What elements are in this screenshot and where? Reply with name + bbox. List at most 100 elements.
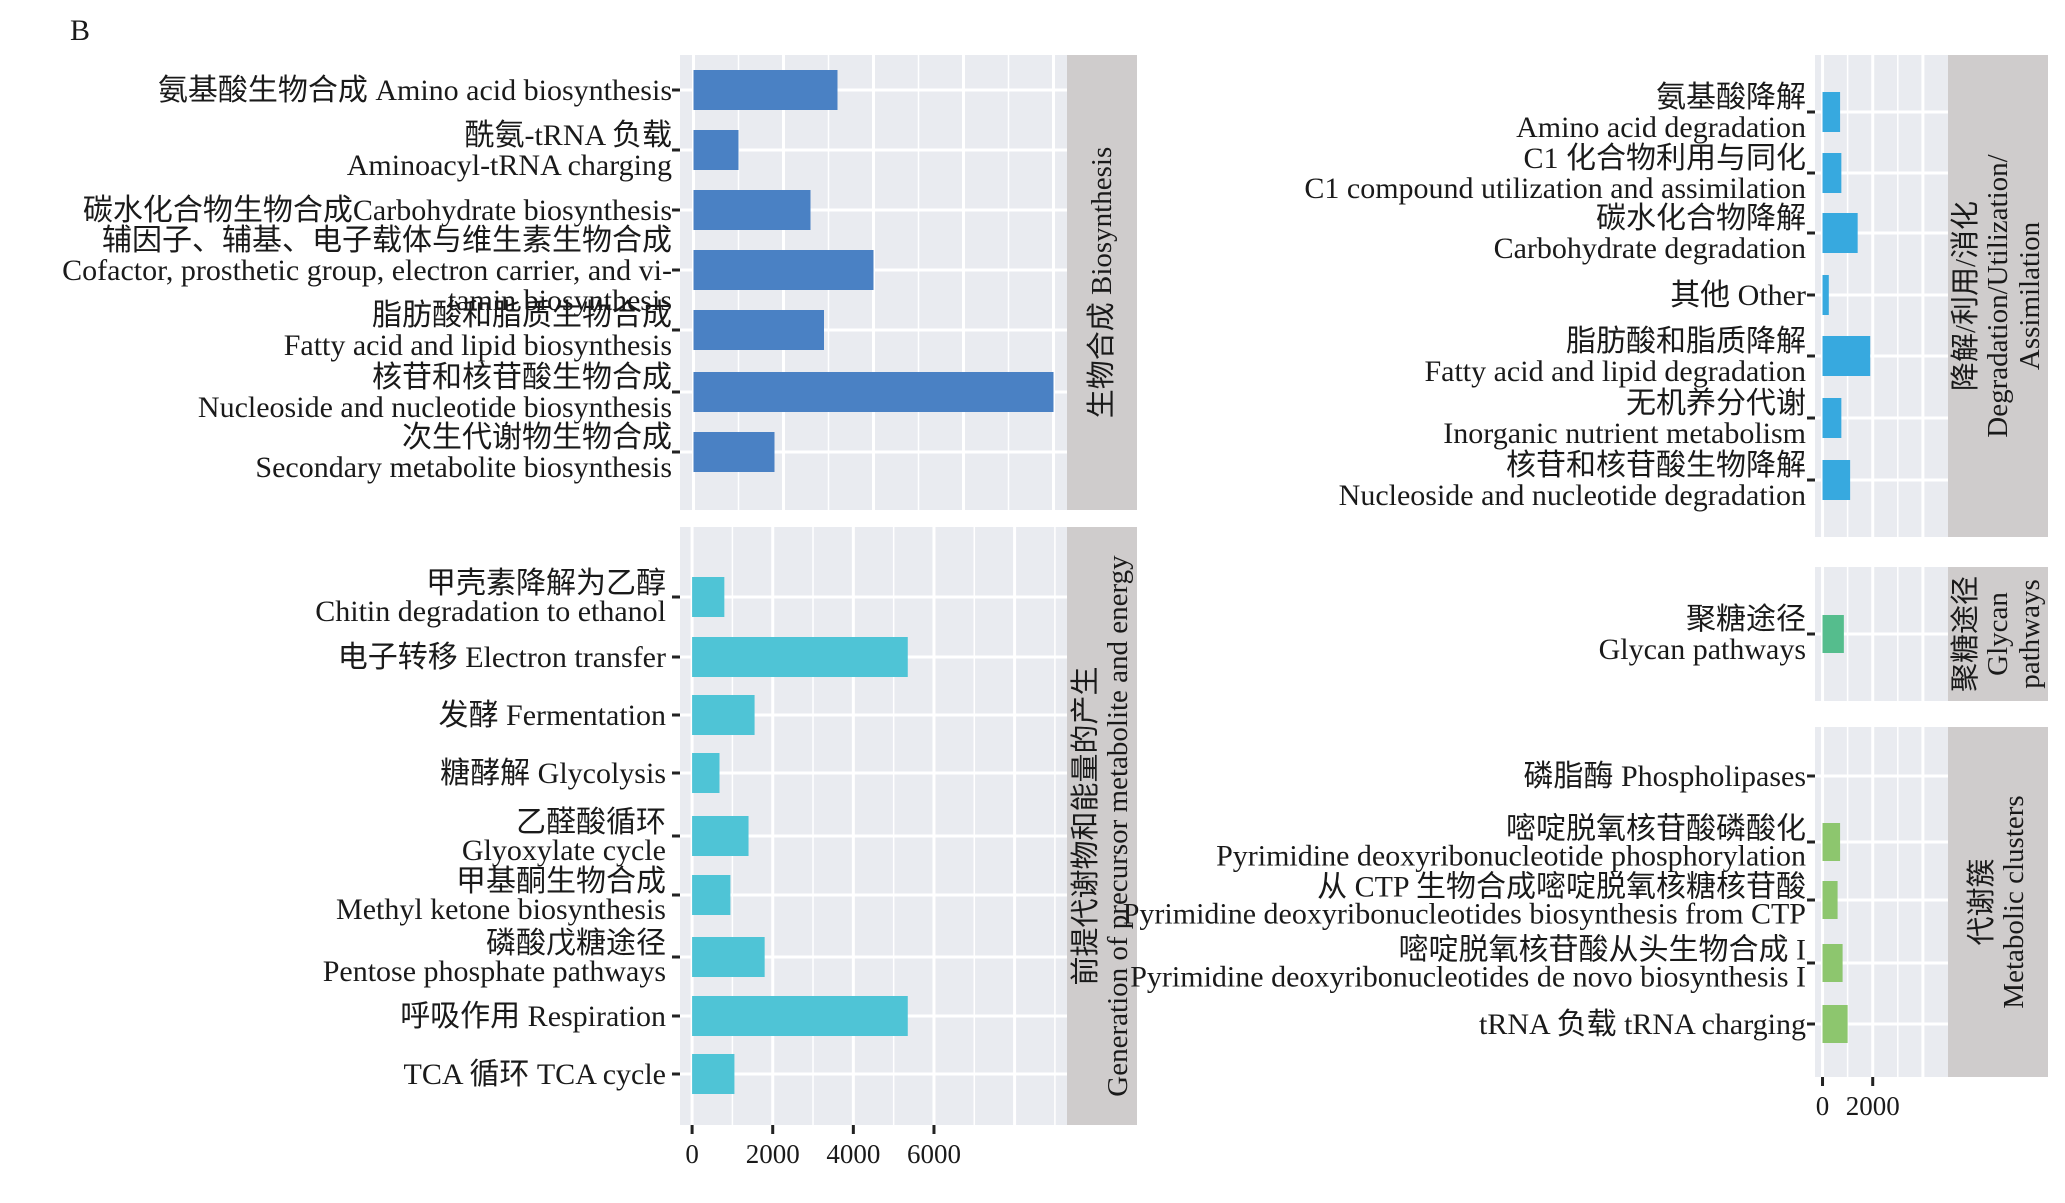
bar: [1822, 336, 1871, 376]
bar: [693, 190, 811, 230]
category-label: 其他 Other: [1670, 279, 1806, 312]
category-label: 氨基酸生物合成 Amino acid biosynthesis: [158, 74, 672, 107]
category-label: 嘧啶脱氧核苷酸磷酸化: [1506, 813, 1806, 846]
bar: [1822, 881, 1838, 919]
facet-strip-4: [1948, 727, 2048, 1077]
category-label: 甲壳素降解为乙醇: [426, 567, 666, 600]
category-label: Chitin degradation to ethanol: [315, 595, 666, 628]
category-label: Pentose phosphate pathways: [323, 955, 666, 988]
x-tick-label: 4000: [826, 1139, 880, 1169]
facet-strip-label: Generation of precursor metabolite and e…: [1102, 555, 1134, 1097]
bar: [1822, 823, 1841, 861]
category-label: 糖酵解 Glycolysis: [440, 757, 666, 790]
category-label: 磷酸戊糖途径: [486, 927, 666, 960]
bar: [692, 816, 749, 856]
category-label: 次生代谢物生物合成: [402, 421, 672, 454]
x-tick-label: 0: [685, 1139, 699, 1169]
bar: [1822, 460, 1851, 500]
category-label: Cofactor, prosthetic group, electron car…: [62, 254, 672, 287]
facet-strip-label: pathways: [2014, 579, 2046, 689]
category-label: 核苷和核苷酸生物降解: [1506, 449, 1806, 482]
category-label: Pyrimidine deoxyribonucleotides biosynth…: [1123, 898, 1806, 931]
category-label: Fatty acid and lipid degradation: [1424, 355, 1806, 388]
facet-strip-label: 代谢簇: [1965, 858, 1998, 945]
x-tick-label: 0: [1816, 1091, 1830, 1121]
facet-strip-label: 降解/利用/消化: [1949, 201, 1982, 391]
category-label: tRNA 负载 tRNA charging: [1479, 1008, 1806, 1041]
x-tick-label: 6000: [907, 1139, 961, 1169]
category-label: 碳水化合物生物合成Carbohydrate biosynthesis: [83, 194, 672, 227]
facet-strip-3: [1948, 567, 2048, 701]
bar: [692, 577, 725, 617]
bar: [693, 250, 874, 290]
category-label: tamin biosynthesis: [448, 284, 672, 317]
category-label: Aminoacyl-tRNA charging: [347, 149, 672, 182]
category-label: Glyoxylate cycle: [462, 834, 666, 867]
category-label: C1 compound utilization and assimilation: [1304, 172, 1806, 205]
category-label: C1 化合物利用与同化: [1523, 142, 1806, 175]
facet-strip-label: Degradation/Utilization/: [1982, 153, 2014, 437]
category-label: 磷脂酶 Phospholipases: [1523, 760, 1806, 793]
category-label: 氨基酸降解: [1656, 81, 1806, 114]
bar: [692, 937, 765, 977]
facet-strip-label: Metabolic clusters: [1998, 795, 2030, 1008]
category-label: 碳水化合物降解: [1596, 202, 1806, 235]
facet-strip-label: Assimilation: [2014, 221, 2046, 370]
category-label: Glycan pathways: [1599, 633, 1806, 666]
bar: [1822, 213, 1858, 253]
bar: [1822, 398, 1842, 438]
category-label: 呼吸作用 Respiration: [400, 1000, 666, 1033]
bar: [692, 637, 908, 677]
category-label: Fatty acid and lipid biosynthesis: [284, 329, 672, 362]
category-label: 酰氨-tRNA 负载: [464, 119, 672, 152]
bar: [1822, 1005, 1848, 1043]
bar: [693, 372, 1054, 412]
category-label: 辅因子、辅基、电子载体与维生素生物合成: [102, 224, 672, 257]
bar: [692, 996, 908, 1036]
category-label: 乙醛酸循环: [516, 806, 666, 839]
bar: [1822, 275, 1829, 315]
category-label: Methyl ketone biosynthesis: [336, 893, 666, 926]
bar: [693, 130, 739, 170]
bar: [692, 875, 731, 915]
category-label: 脂肪酸和脂质降解: [1566, 325, 1806, 358]
bar: [1822, 944, 1843, 982]
facet-strip-label: Glycan: [1982, 592, 2014, 676]
facet-strip-0: [1067, 55, 1137, 510]
facet-strip-label: 生物合成 Biosynthesis: [1085, 147, 1118, 419]
bar: [1822, 92, 1841, 132]
bar: [692, 753, 720, 793]
category-label: Carbohydrate degradation: [1494, 232, 1806, 265]
category-label: Pyrimidine deoxyribonucleotide phosphory…: [1216, 840, 1806, 873]
bar: [692, 695, 755, 735]
x-tick-label: 2000: [746, 1139, 800, 1169]
category-label: Amino acid degradation: [1516, 111, 1806, 144]
category-label: Nucleoside and nucleotide biosynthesis: [198, 391, 672, 424]
bar: [693, 432, 775, 472]
category-label: Inorganic nutrient metabolism: [1443, 417, 1806, 450]
panel-letter: B: [70, 14, 90, 47]
bar: [693, 70, 838, 110]
category-label: 脂肪酸和脂质生物合成: [372, 299, 672, 332]
bar: [1822, 615, 1844, 653]
facet-strip-1: [1067, 527, 1137, 1125]
facet-strip-2: [1948, 55, 2048, 537]
bar: [1822, 153, 1842, 193]
category-label: TCA 循环 TCA cycle: [404, 1058, 666, 1091]
category-label: 发酵 Fermentation: [439, 699, 666, 732]
category-label: 电子转移 Electron transfer: [338, 641, 666, 674]
category-label: 嘧啶脱氧核苷酸从头生物合成 I: [1399, 934, 1807, 967]
facet-strip-label: 聚糖途径: [1949, 576, 1982, 692]
bar: [692, 1054, 735, 1094]
category-label: Pyrimidine deoxyribonucleotides de novo …: [1130, 961, 1806, 994]
category-label: 甲基酮生物合成: [456, 865, 666, 898]
category-label: 从 CTP 生物合成嘧啶脱氧核糖核苷酸: [1317, 871, 1806, 904]
bar: [693, 310, 824, 350]
category-label: 聚糖途径: [1686, 603, 1806, 636]
x-tick-label: 2000: [1846, 1091, 1900, 1121]
category-label: Secondary metabolite biosynthesis: [255, 451, 672, 484]
facet-strip-label: 前提代谢物和能量的产生: [1069, 666, 1102, 985]
category-label: 无机养分代谢: [1626, 387, 1806, 420]
